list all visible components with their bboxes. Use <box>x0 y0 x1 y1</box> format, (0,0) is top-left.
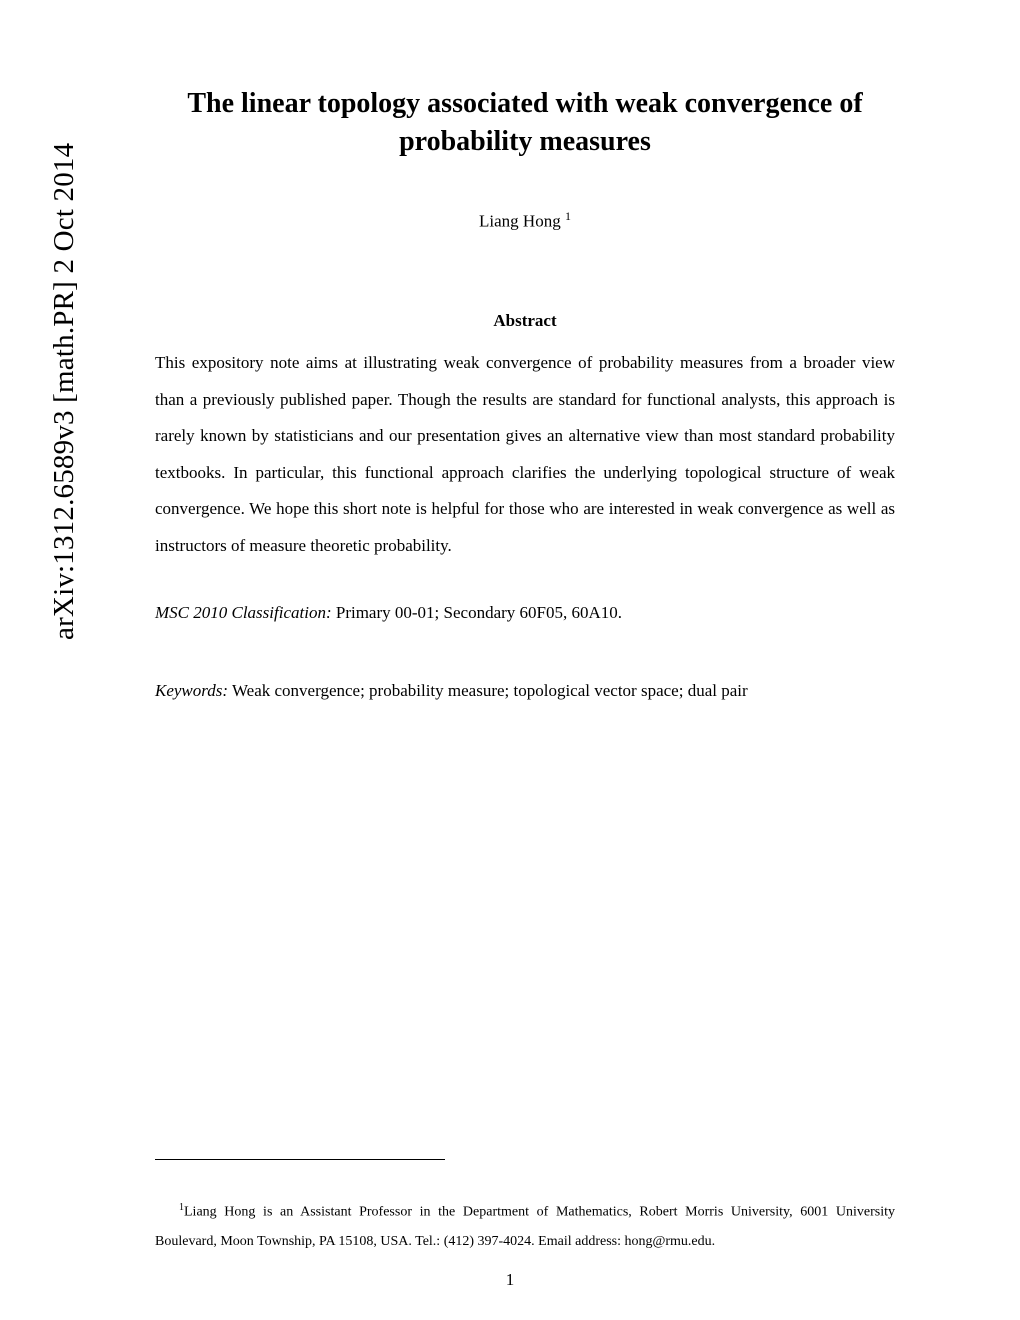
footnote-text: Liang Hong is an Assistant Professor in … <box>155 1204 895 1248</box>
footnote-rule <box>155 1159 445 1160</box>
keywords-label: Keywords: <box>155 681 228 700</box>
abstract-body: This expository note aims at illustratin… <box>155 345 895 564</box>
msc-value: Primary 00-01; Secondary 60F05, 60A10. <box>332 603 622 622</box>
paper-title: The linear topology associated with weak… <box>155 85 895 161</box>
page-number: 1 <box>0 1270 1020 1290</box>
paper-author: Liang Hong 1 <box>155 209 895 232</box>
abstract-heading: Abstract <box>155 311 895 331</box>
keywords-value: Weak convergence; probability measure; t… <box>228 681 748 700</box>
keywords: Keywords: Weak convergence; probability … <box>155 673 895 710</box>
msc-label: MSC 2010 Classification: <box>155 603 332 622</box>
footnote: 1Liang Hong is an Assistant Professor in… <box>155 1197 895 1256</box>
paper-content: The linear topology associated with weak… <box>155 85 895 710</box>
arxiv-stamp: arXiv:1312.6589v3 [math.PR] 2 Oct 2014 <box>48 143 81 640</box>
author-footnote-ref: 1 <box>565 209 571 223</box>
msc-classification: MSC 2010 Classification: Primary 00-01; … <box>155 595 895 632</box>
author-name: Liang Hong <box>479 211 565 230</box>
